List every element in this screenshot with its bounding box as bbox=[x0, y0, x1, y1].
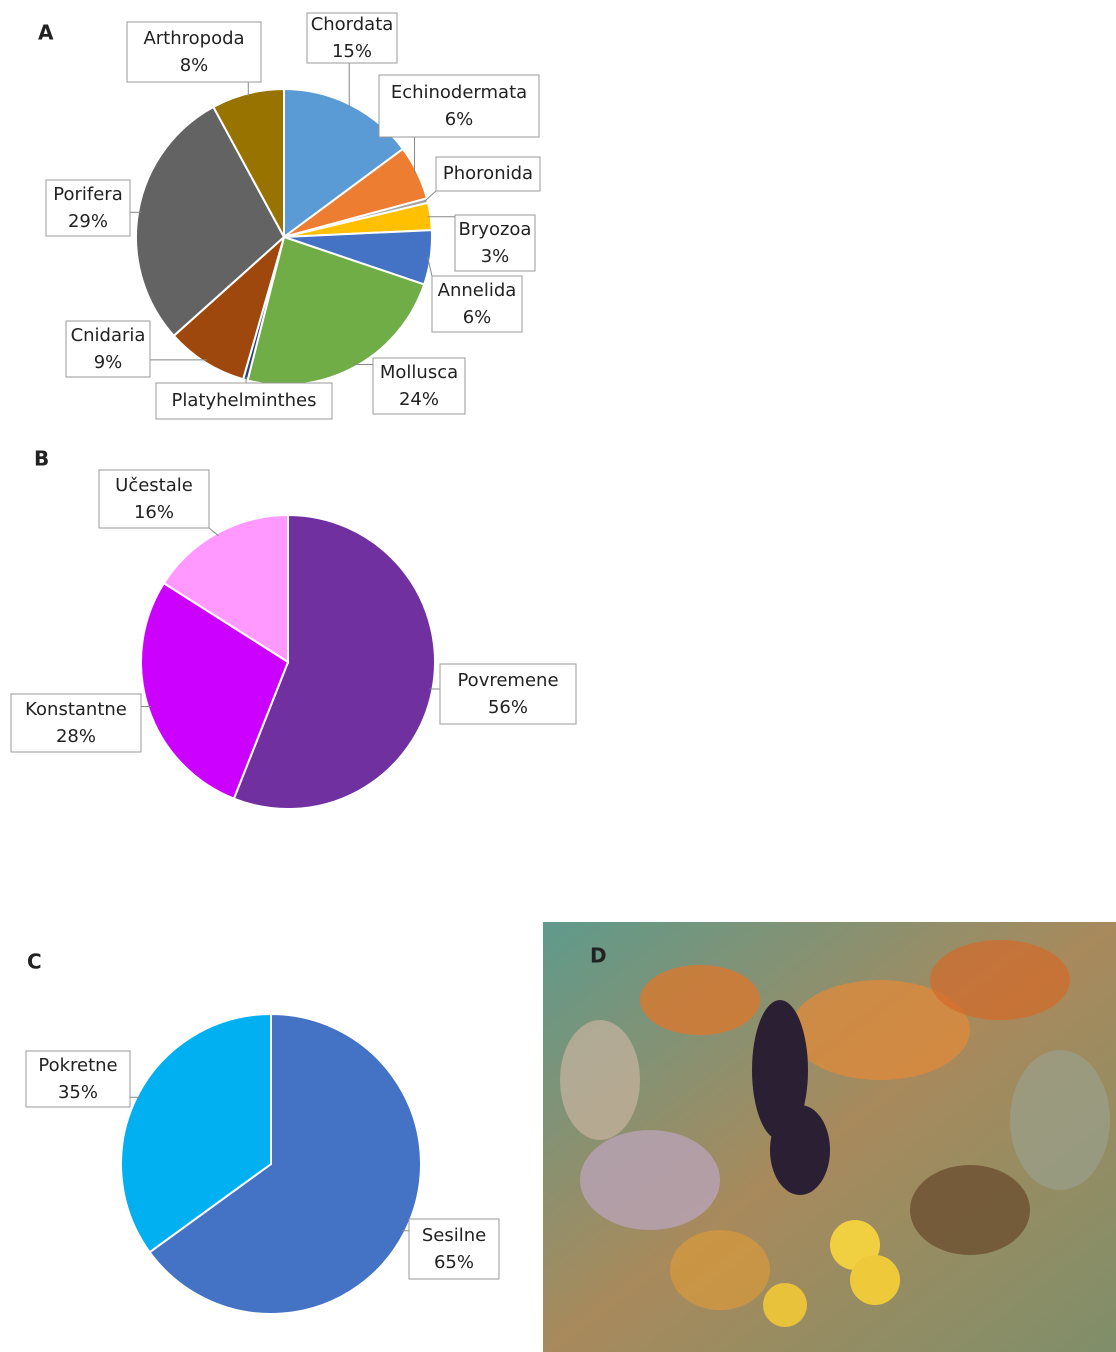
slice-value: 35% bbox=[58, 1082, 98, 1103]
slice-value: 6% bbox=[463, 307, 492, 328]
label-box bbox=[408, 1218, 500, 1280]
label-box bbox=[98, 469, 210, 529]
slice-name: Porifera bbox=[53, 184, 122, 205]
label-box bbox=[372, 357, 466, 415]
panel-letter: B bbox=[34, 447, 49, 471]
label-box bbox=[378, 74, 540, 138]
panel-letter: A bbox=[38, 21, 54, 45]
slice-name: Platyhelminthes bbox=[172, 390, 317, 411]
pie-slice bbox=[283, 87, 405, 239]
slice-name: Sesilne bbox=[422, 1225, 486, 1246]
slice-name: Bryozoa bbox=[459, 219, 532, 240]
pie bbox=[135, 87, 433, 386]
leader-line bbox=[427, 257, 433, 277]
label-box bbox=[454, 214, 536, 272]
leader-line bbox=[424, 190, 437, 202]
slice-value: 6% bbox=[445, 109, 474, 130]
slice-name: Cnidaria bbox=[71, 325, 146, 346]
label-box bbox=[65, 320, 151, 378]
slice-value: 56% bbox=[488, 697, 528, 718]
slice-name: Arthropoda bbox=[143, 28, 244, 49]
slice-value: 16% bbox=[134, 502, 174, 523]
slice-name: Pokretne bbox=[38, 1055, 117, 1076]
slice-name: Chordata bbox=[311, 14, 394, 35]
slice-value: 3% bbox=[481, 246, 510, 267]
pie-slice bbox=[172, 233, 286, 381]
leader-line bbox=[208, 527, 219, 537]
slice-value: 29% bbox=[68, 211, 108, 232]
pie bbox=[140, 513, 436, 810]
label-box bbox=[126, 21, 262, 83]
label-box bbox=[155, 382, 333, 420]
slice-name: Phoronida bbox=[443, 163, 533, 184]
label-box bbox=[306, 12, 398, 64]
pie bbox=[120, 1012, 422, 1315]
slice-name: Echinodermata bbox=[391, 82, 527, 103]
label-box bbox=[10, 693, 142, 753]
panel-letter: C bbox=[27, 950, 42, 974]
slice-name: Mollusca bbox=[380, 362, 458, 383]
slice-value: 8% bbox=[180, 55, 209, 76]
slice-value: 9% bbox=[94, 352, 123, 373]
label-box bbox=[45, 179, 131, 237]
label-box bbox=[435, 156, 541, 192]
slice-value: 65% bbox=[434, 1252, 474, 1273]
slice-name: Konstantne bbox=[25, 699, 127, 720]
label-box bbox=[439, 663, 577, 725]
pie-slice bbox=[162, 513, 289, 664]
slice-name: Povremene bbox=[457, 670, 558, 691]
panel-letter: D bbox=[590, 944, 607, 968]
pie-slice bbox=[148, 1012, 422, 1315]
slice-value: 28% bbox=[56, 726, 96, 747]
slice-value: 24% bbox=[399, 389, 439, 410]
pie-slice bbox=[140, 581, 290, 800]
pie-slice bbox=[211, 87, 285, 238]
pie-slice bbox=[232, 513, 436, 810]
slice-name: Annelida bbox=[438, 280, 517, 301]
label-box bbox=[25, 1050, 131, 1108]
photo bbox=[543, 922, 1116, 1352]
slice-name: Učestale bbox=[115, 475, 193, 496]
label-box bbox=[431, 275, 523, 333]
pie-slice bbox=[120, 1012, 272, 1254]
slice-value: 15% bbox=[332, 41, 372, 62]
